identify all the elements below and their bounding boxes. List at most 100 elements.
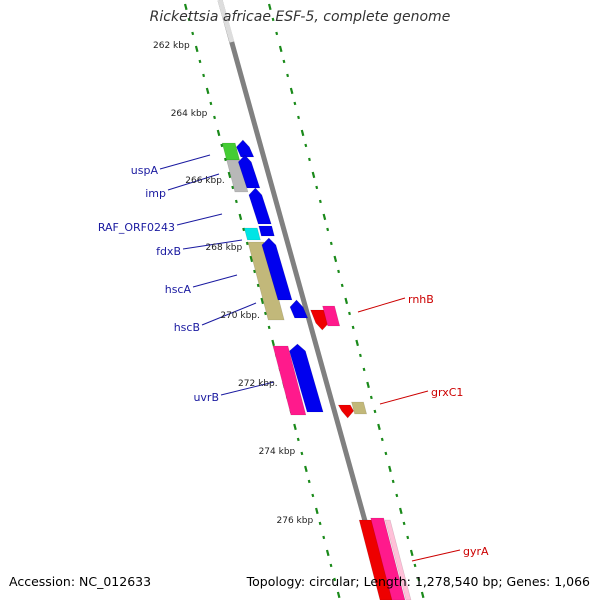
tick-dot-right	[355, 339, 359, 347]
tick-dot-left	[231, 185, 235, 190]
tick-dot-right	[369, 395, 373, 400]
gene-label-gyrA: gyrA	[463, 545, 489, 558]
tick-dot-right	[286, 73, 290, 78]
tick-dot-right	[413, 563, 417, 568]
tick-dot-left	[187, 17, 191, 22]
tick-dot-right	[348, 311, 351, 316]
tick-dot-left	[209, 101, 213, 106]
tick-dot-left	[260, 297, 265, 305]
tick-dot-left	[325, 549, 330, 557]
tick-dot-left	[220, 143, 224, 148]
tick-dot-left	[238, 213, 243, 221]
leader-line-left	[182, 239, 243, 250]
tick-label: 276 kbp	[277, 516, 314, 526]
tick-dot-left	[296, 437, 300, 442]
feature-block-imp	[226, 159, 249, 193]
feature-block-gyrA	[370, 517, 406, 600]
tick-dot-left	[198, 59, 202, 64]
tick-dot-left	[216, 129, 221, 137]
tick-dot-right	[329, 241, 333, 246]
tick-dot-left	[311, 493, 315, 498]
leader-line-left	[201, 302, 257, 326]
gene-label-grxC1: grxC1	[431, 386, 463, 399]
tick-dot-left	[267, 325, 271, 330]
tick-dot-right	[318, 199, 322, 204]
feature-arrow-cds	[289, 299, 309, 319]
genome-summary-text: Topology: circular; Length: 1,278,540 bp…	[246, 574, 590, 589]
leader-line-left	[159, 154, 211, 170]
feature-arrow-rnhB	[310, 309, 330, 331]
feature-block-rnhB	[322, 305, 341, 327]
leader-lines-layer	[159, 154, 461, 562]
tick-dots-layer	[183, 3, 425, 599]
feature-block-fdxB	[243, 227, 261, 241]
gene-label-hscA: hscA	[165, 283, 192, 296]
gene-label-fdxB: fdxB	[156, 245, 181, 258]
tick-dot-right	[293, 101, 297, 106]
tick-dot-right	[366, 381, 370, 389]
tick-dot-right	[417, 577, 421, 582]
tick-dot-right	[326, 227, 330, 232]
tick-dot-left	[194, 45, 199, 53]
tick-dot-right	[337, 269, 341, 274]
tick-dot-right	[391, 479, 395, 484]
tick-dot-left	[256, 283, 260, 288]
tick-dot-right	[384, 451, 388, 456]
tick-label: 270 kbp.	[220, 311, 260, 321]
leader-line-left	[220, 381, 275, 396]
tick-dot-right	[278, 45, 283, 53]
tick-dot-left	[304, 465, 308, 473]
gene-label-uvrB: uvrB	[193, 391, 219, 404]
tick-dot-left	[300, 451, 304, 456]
tick-dot-right	[395, 493, 399, 498]
tick-dot-right	[344, 297, 349, 305]
tick-label: 274 kbp	[259, 447, 296, 457]
tick-dot-left	[213, 115, 216, 120]
feature-block-hscA	[247, 241, 285, 321]
tick-dot-left	[202, 73, 206, 78]
feature-arrow-cds	[237, 154, 261, 189]
map-title: Rickettsia africae ESF-5, complete genom…	[149, 9, 451, 25]
tick-dot-left	[224, 157, 227, 162]
genome-backbone-line	[217, 0, 390, 600]
leader-line-left	[167, 173, 220, 191]
feature-block-grxC1	[351, 401, 368, 415]
tick-dot-left	[336, 591, 341, 599]
tick-dot-right	[315, 185, 319, 190]
backbone-layer	[217, 0, 390, 600]
feature-arrow-cds	[236, 139, 255, 158]
tick-dot-right	[304, 143, 308, 148]
feature-arrow-cds	[258, 225, 275, 237]
labels-layer: 262 kbp 264 kbp 266 kbp. 268 kbp 270 kbp. 272…	[98, 41, 489, 558]
tick-dot-right	[311, 171, 316, 179]
tick-dot-left	[183, 3, 188, 11]
tick-dot-left	[227, 171, 232, 179]
tick-dot-right	[362, 367, 366, 372]
tick-dot-left	[245, 241, 249, 246]
genome-backbone-highlight	[217, 0, 235, 43]
tick-dot-right	[275, 31, 279, 36]
gene-label-imp: imp	[145, 187, 166, 200]
leader-line-left	[176, 213, 223, 226]
feature-arrow-uvrB	[289, 343, 324, 413]
tick-dot-left	[318, 521, 322, 526]
tick-dot-left	[264, 311, 267, 316]
gene-label-hscB: hscB	[174, 321, 200, 334]
tick-dot-left	[234, 199, 238, 204]
tick-label: 266 kbp.	[185, 176, 225, 186]
gene-label-uspA: uspA	[131, 164, 159, 177]
feature-arrow-cds	[248, 187, 272, 225]
tick-dot-left	[293, 423, 297, 431]
leader-line-right	[411, 549, 461, 562]
tick-label: 272 kbp.	[238, 379, 278, 389]
leader-line-left	[192, 274, 238, 288]
tick-dot-left	[242, 227, 246, 232]
tick-dot-left	[191, 31, 195, 36]
tick-dot-right	[282, 59, 286, 64]
tick-label: 268 kbp	[206, 243, 243, 253]
tick-dot-right	[380, 437, 384, 442]
feature-block-uvrB	[272, 345, 307, 416]
feature-arrow-grxC1	[337, 404, 355, 419]
tick-dot-right	[351, 325, 355, 330]
